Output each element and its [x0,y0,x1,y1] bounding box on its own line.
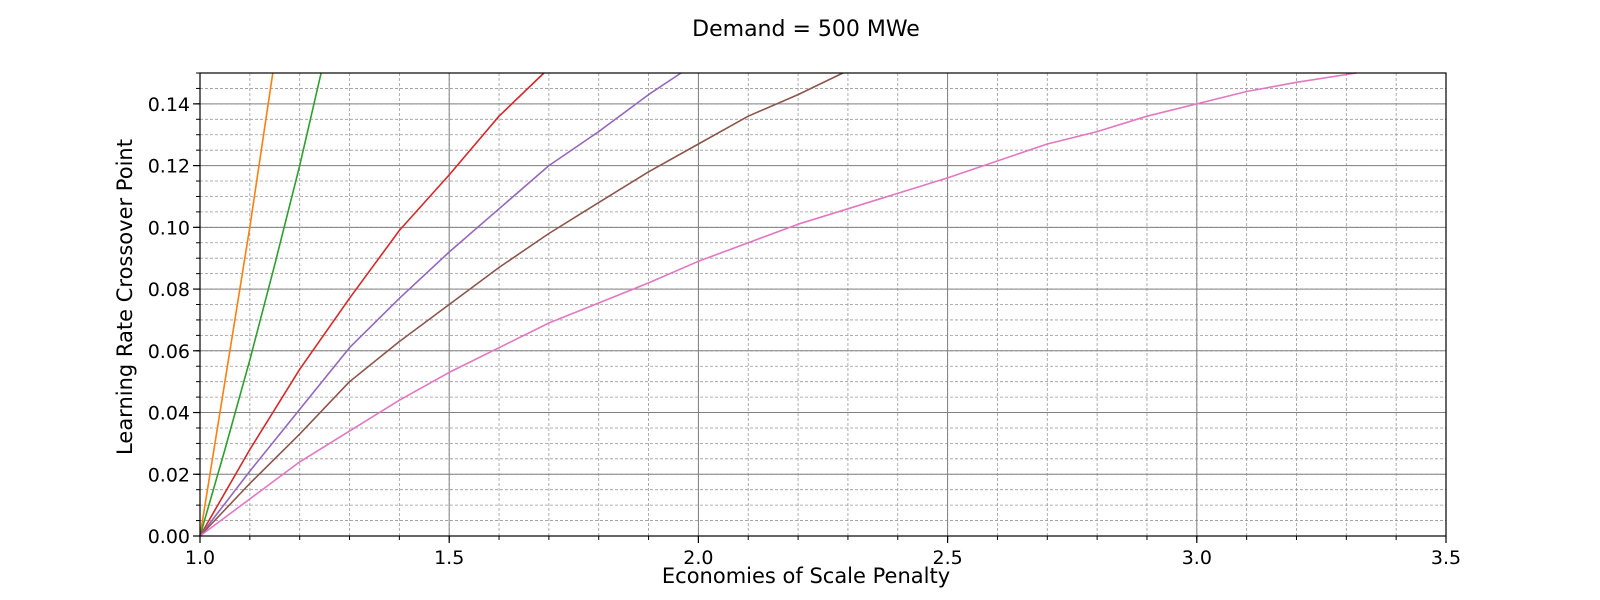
y-tick-label: 0.12 [148,156,190,178]
series-line-6 [199,72,1357,537]
x-tick-label: 1.0 [185,547,215,569]
y-tick-label: 0.08 [148,279,190,301]
y-tick-label: 0.14 [148,94,190,116]
x-tick-label: 2.5 [932,547,962,569]
y-tick-label: 0.02 [148,464,190,486]
minor-grid [199,72,1447,537]
x-axis-label: Economies of Scale Penalty [662,564,950,588]
y-tick-label: 0.00 [148,526,190,548]
chart-title: Demand = 500 MWe [692,17,920,42]
y-axis-label: Learning Rate Crossover Point [113,139,137,455]
series-line-4 [199,72,682,537]
series-line-5 [199,72,844,537]
x-tick-label: 3.5 [1431,547,1461,569]
series-line-2 [199,72,322,537]
series-layer [199,72,1357,537]
series-line-3 [199,72,545,537]
y-tick-label: 0.04 [148,403,190,425]
axis-ticks [193,72,1447,543]
y-tick-labels: 0.00 0.02 0.04 0.06 0.08 0.10 0.12 0.14 [148,94,190,548]
series-line-1 [199,72,274,537]
y-tick-label: 0.06 [148,341,190,363]
x-tick-labels: 1.0 1.5 2.0 2.5 3.0 3.5 [185,547,1461,569]
y-tick-label: 0.10 [148,217,190,239]
x-tick-label: 1.5 [434,547,464,569]
x-tick-label: 3.0 [1182,547,1212,569]
x-tick-label: 2.0 [683,547,713,569]
